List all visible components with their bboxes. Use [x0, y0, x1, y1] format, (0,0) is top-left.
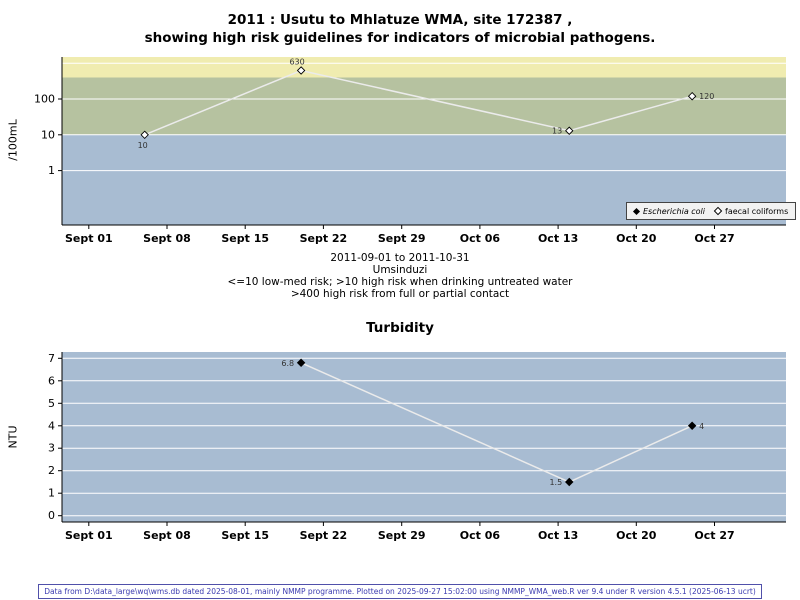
y-tick-label: 2 [48, 464, 55, 477]
filled-diamond-icon [632, 207, 641, 215]
data-point [296, 66, 306, 75]
y-tick-label: 1 [48, 487, 55, 500]
data-point [140, 130, 149, 140]
legend: Escherichia coli faecal coliforms [626, 202, 797, 220]
footer: Data from D:\data_large\wq\wms.db dated … [0, 579, 800, 599]
legend-label: Escherichia coli [643, 206, 705, 216]
y-tick-label: 100 [34, 93, 55, 106]
point-label: 6.8 [281, 359, 294, 368]
x-tick-label: Sept 15 [221, 529, 269, 542]
x-tick-label: Oct 20 [616, 529, 657, 542]
y-tick-label: 0 [48, 509, 55, 522]
data-point [687, 421, 697, 430]
data-point [296, 358, 306, 368]
x-tick-label: Sept 29 [378, 232, 426, 245]
series-line [144, 69, 693, 136]
x-tick-label: Oct 06 [460, 529, 501, 542]
y-tick-label: 1 [48, 164, 55, 177]
legend-entry-escherichia-coli: Escherichia coli [632, 206, 705, 216]
point-label: 13 [552, 127, 562, 136]
open-diamond-icon [713, 206, 723, 216]
x-tick-label: Oct 06 [460, 232, 501, 245]
point-label: 630 [289, 58, 304, 67]
x-tick-label: Oct 20 [616, 232, 657, 245]
x-tick-label: Sept 22 [300, 529, 348, 542]
data-point [565, 477, 574, 487]
chart-turbidity: Sept 01 Sept 08 Sept 15 Sept 22 Sept 29 Oct 0… [48, 352, 786, 542]
y-axis-label-per-100ml: /100mL [6, 119, 20, 161]
y-axis-label-ntu: NTU [6, 425, 20, 449]
band-plot-background [62, 352, 786, 522]
y-tick-label: 3 [48, 442, 55, 455]
x-tick-label: Sept 15 [221, 232, 269, 245]
data-point [687, 91, 697, 101]
x-tick-label: Sept 01 [65, 529, 113, 542]
caption-risk-guideline-2: >400 high risk from full or partial cont… [290, 288, 510, 300]
y-tick-label: 10 [41, 128, 55, 141]
x-tick-label: Sept 22 [300, 232, 348, 245]
point-label: 4 [699, 422, 704, 431]
x-tick-label: Sept 08 [143, 529, 191, 542]
x-tick-label: Sept 29 [378, 529, 426, 542]
caption-risk-guideline-1: <=10 low-med risk; >10 high risk when dr… [227, 276, 573, 288]
caption-date-range: 2011-09-01 to 2011-10-31 [330, 252, 470, 264]
point-label: 10 [138, 141, 148, 150]
x-tick-label: Oct 13 [538, 529, 578, 542]
x-tick-label: Sept 08 [143, 232, 191, 245]
point-label: 120 [699, 92, 714, 101]
y-tick-label: 7 [48, 352, 55, 365]
turbidity-title: Turbidity [366, 320, 434, 336]
data-point [565, 126, 574, 135]
x-tick-label: Sept 01 [65, 232, 113, 245]
caption-river-name: Umsinduzi [372, 264, 428, 276]
band-high-risk-untreated-drinking [62, 77, 786, 135]
band-high-risk-full-partial-contact [62, 57, 786, 78]
legend-label: faecal coliforms [725, 206, 789, 216]
y-tick-label: 5 [48, 397, 55, 410]
x-tick-label: Oct 13 [538, 232, 578, 245]
legend-entry-faecal-coliforms: faecal coliforms [713, 206, 789, 216]
footer-provenance-note: Data from D:\data_large\wq\wms.db dated … [38, 584, 762, 599]
page-title-line1: 2011 : Usutu to Mhlatuze WMA, site 17238… [227, 12, 573, 28]
y-tick-label: 4 [48, 419, 55, 432]
point-label: 1.5 [549, 478, 562, 487]
x-tick-label: Oct 27 [694, 529, 734, 542]
x-tick-label: Oct 27 [694, 232, 734, 245]
page-title-line2: showing high risk guidelines for indicat… [144, 30, 656, 46]
y-tick-label: 6 [48, 374, 55, 387]
